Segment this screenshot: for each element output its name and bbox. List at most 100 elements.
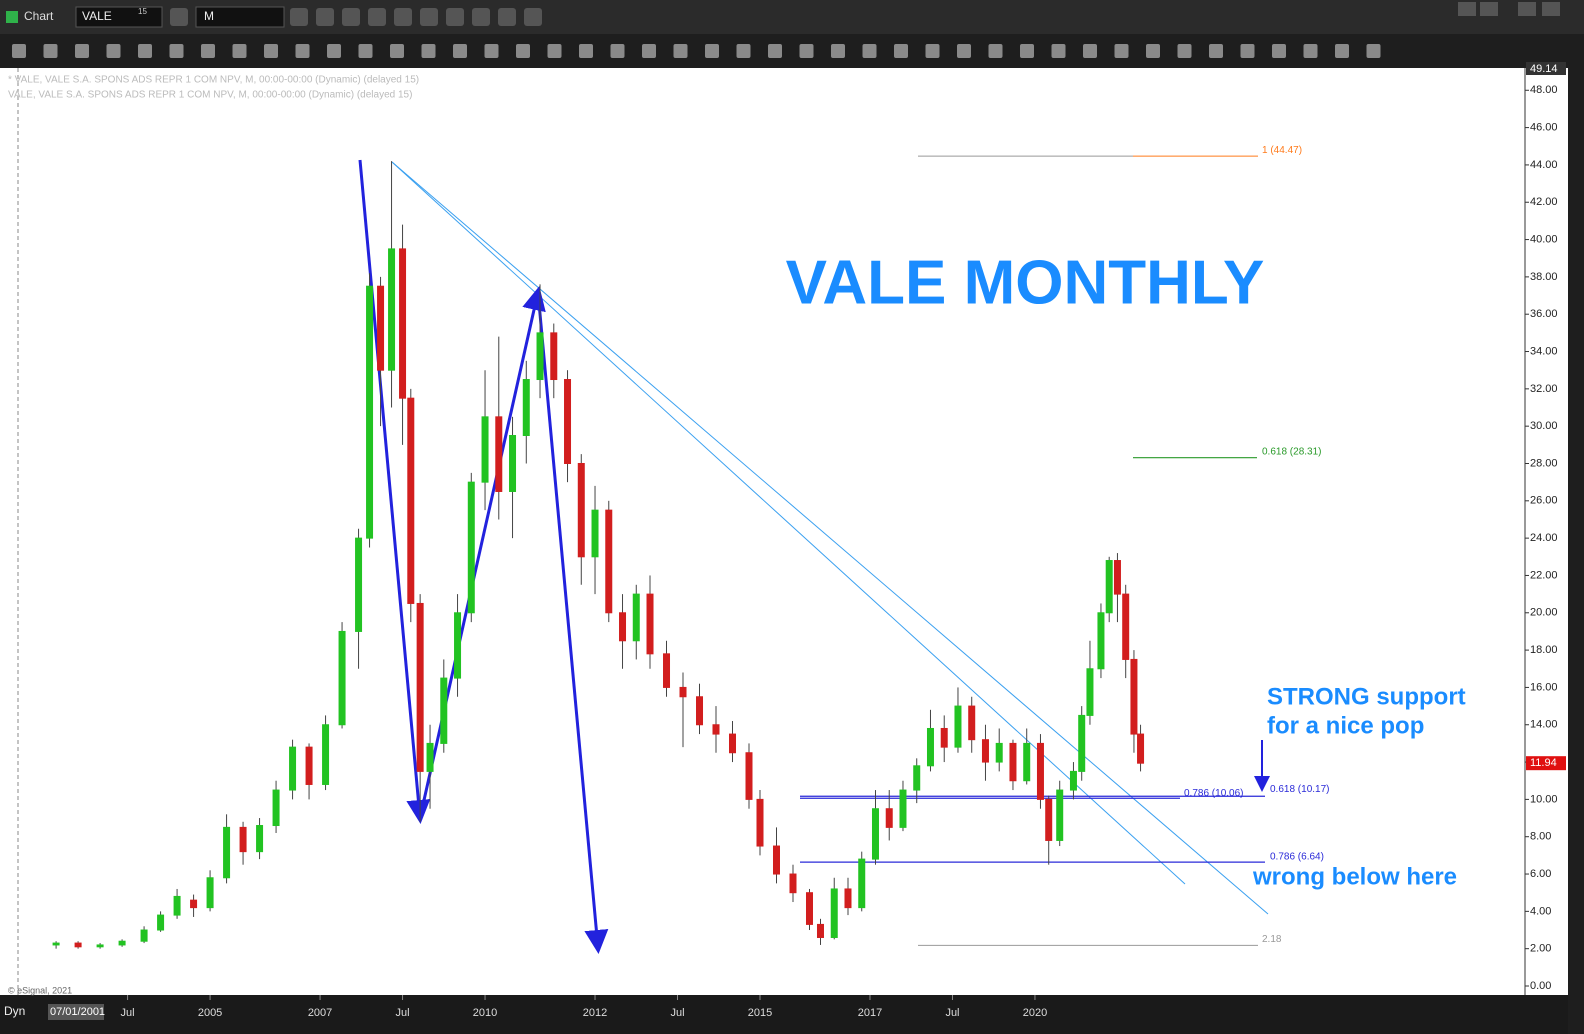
tool-button[interactable] <box>957 44 971 58</box>
tool-button[interactable] <box>106 44 121 58</box>
tool-button[interactable] <box>1272 44 1286 58</box>
tool-button[interactable] <box>1051 44 1066 58</box>
tool-button[interactable] <box>342 8 360 26</box>
candle-body <box>522 379 530 437</box>
candle-body <box>338 630 346 726</box>
fib-label: 0.618 (28.31) <box>1262 446 1322 457</box>
y-tick-label: 48.00 <box>1530 84 1558 96</box>
tool-button[interactable] <box>75 44 89 58</box>
tool-button[interactable] <box>524 8 542 26</box>
tool-button[interactable] <box>1335 44 1349 58</box>
candle-body <box>550 332 558 381</box>
tool-button[interactable] <box>1114 44 1129 58</box>
tool-button[interactable] <box>453 44 467 58</box>
candle-body <box>1045 798 1053 841</box>
tool-button[interactable] <box>420 8 438 26</box>
tool-button[interactable] <box>1240 44 1255 58</box>
tool-button[interactable] <box>170 8 188 26</box>
tool-button[interactable] <box>642 44 656 58</box>
candle-body <box>995 742 1003 763</box>
tool-button[interactable] <box>516 44 530 58</box>
candle-body <box>454 612 462 679</box>
tool-button[interactable] <box>673 44 688 58</box>
tool-button[interactable] <box>831 44 845 58</box>
x-tick-label: 2020 <box>1023 1007 1047 1019</box>
window-button[interactable] <box>1542 2 1560 16</box>
tool-button[interactable] <box>484 44 499 58</box>
window-button[interactable] <box>1480 2 1498 16</box>
tool-button[interactable] <box>316 8 334 26</box>
tool-button[interactable] <box>358 44 373 58</box>
tool-button[interactable] <box>498 8 516 26</box>
candle-body <box>407 397 415 604</box>
tool-button[interactable] <box>610 44 625 58</box>
tool-button[interactable] <box>1146 44 1160 58</box>
tool-button[interactable] <box>295 44 310 58</box>
fib-label: 1 (44.47) <box>1262 145 1302 156</box>
tool-button[interactable] <box>201 44 215 58</box>
tool-button[interactable] <box>446 8 464 26</box>
tool-button[interactable] <box>547 44 562 58</box>
tool-button[interactable] <box>988 44 1003 58</box>
tool-button[interactable] <box>138 44 152 58</box>
tool-button[interactable] <box>705 44 719 58</box>
tool-button[interactable] <box>327 44 341 58</box>
y-tick-label: 32.00 <box>1530 383 1558 395</box>
tool-button[interactable] <box>736 44 751 58</box>
y-tick-label: 34.00 <box>1530 345 1558 357</box>
interval-select[interactable] <box>195 6 285 28</box>
tool-button[interactable] <box>1020 44 1034 58</box>
tool-button[interactable] <box>1209 44 1223 58</box>
candle-body <box>377 285 385 371</box>
candle-body <box>577 462 585 558</box>
candle-body <box>712 724 720 735</box>
candle-body <box>605 509 613 614</box>
toolbar-icons <box>170 2 1560 26</box>
tool-button[interactable] <box>1177 44 1192 58</box>
tool-button[interactable] <box>12 44 26 58</box>
window-button[interactable] <box>1458 2 1476 16</box>
candle-body <box>305 746 313 785</box>
tool-button[interactable] <box>290 8 308 26</box>
candle-body <box>1097 612 1105 670</box>
tool-button[interactable] <box>169 44 184 58</box>
candle-body <box>157 914 165 931</box>
tool-button[interactable] <box>43 44 58 58</box>
tool-button[interactable] <box>894 44 908 58</box>
tool-button[interactable] <box>394 8 412 26</box>
start-date: 07/01/2001 <box>50 1006 105 1018</box>
y-tick-label: 22.00 <box>1530 569 1558 581</box>
tool-button[interactable] <box>1303 44 1318 58</box>
tool-button[interactable] <box>862 44 877 58</box>
candle-body <box>940 727 948 748</box>
tool-button[interactable] <box>472 8 490 26</box>
annotation: for a nice pop <box>1267 712 1424 739</box>
x-tick-label: Jul <box>670 1007 684 1019</box>
chart-title: VALE MONTHLY <box>786 248 1265 317</box>
candle-body <box>1130 658 1138 735</box>
legend-line: VALE, VALE S.A. SPONS ADS REPR 1 COM NPV… <box>8 90 412 101</box>
tool-button[interactable] <box>368 8 386 26</box>
symbol-input[interactable] <box>75 6 163 28</box>
tool-button[interactable] <box>799 44 814 58</box>
tool-button[interactable] <box>232 44 247 58</box>
x-tick-label: Jul <box>945 1007 959 1019</box>
candle-body <box>830 888 838 938</box>
candle-body <box>52 942 60 946</box>
candle-body <box>399 248 407 399</box>
x-tick-label: Jul <box>396 1007 410 1019</box>
y-tick-label: 0.00 <box>1530 980 1551 992</box>
tool-button[interactable] <box>1083 44 1097 58</box>
tool-button[interactable] <box>421 44 436 58</box>
tool-button[interactable] <box>1366 44 1381 58</box>
window-button[interactable] <box>1518 2 1536 16</box>
candle-body <box>844 888 852 909</box>
tool-button[interactable] <box>768 44 782 58</box>
candle-body <box>913 765 921 791</box>
tool-button[interactable] <box>390 44 404 58</box>
tool-button[interactable] <box>579 44 593 58</box>
tool-button[interactable] <box>264 44 278 58</box>
tool-button[interactable] <box>925 44 940 58</box>
